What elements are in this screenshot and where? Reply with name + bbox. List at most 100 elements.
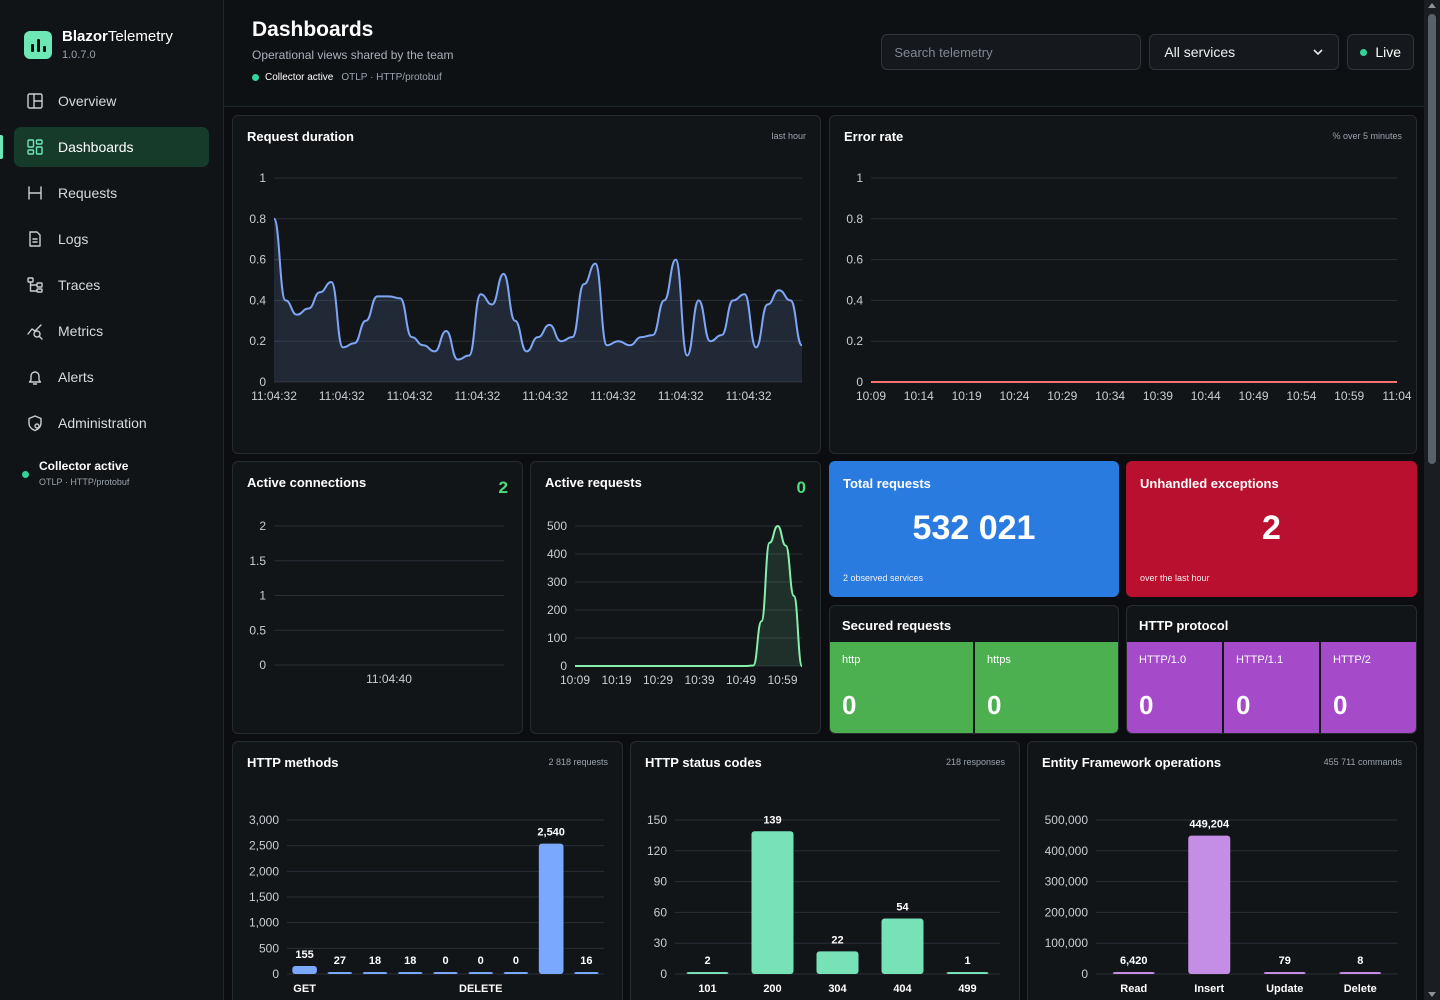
request-duration-card: Request duration last hour 0 0.2 0.4 0.6 0.8… <box>232 115 821 454</box>
card-title: Request duration <box>247 129 354 144</box>
brand-name: BlazorTelemetry <box>62 28 173 45</box>
chevron-down-icon <box>1313 49 1323 56</box>
kpi-subtitle: 2 observed services <box>843 573 924 583</box>
sidebar-item-requests[interactable]: Requests <box>14 173 209 213</box>
bar-value-label: 155 <box>295 949 313 961</box>
card-title: Entity Framework operations <box>1042 755 1222 770</box>
bar-value-label: 16 <box>580 955 592 967</box>
bar <box>538 843 564 974</box>
sidebar-nav: Overview Dashboards Requests Logs Traces Metr… <box>0 81 209 443</box>
x-tick-label: 10:39 <box>684 673 714 687</box>
collector-protocol: OTLP · HTTP/protobuf <box>341 72 442 83</box>
http-protocol-cells: HTTP/1.0 0 HTTP/1.1 0 HTTP/2 0 <box>1127 642 1416 733</box>
bar-value-label: 54 <box>896 902 909 914</box>
metrics-icon <box>26 322 44 340</box>
x-tick-label: 11:04:32 <box>319 389 365 403</box>
collector-status-line: Collector active OTLP · HTTP/protobuf <box>252 72 453 83</box>
bar <box>468 972 494 974</box>
x-tick-label: 10:09 <box>560 673 590 687</box>
scroll-up-icon[interactable] <box>1428 3 1436 8</box>
bar <box>574 972 599 974</box>
x-category-label: GET <box>293 983 316 995</box>
active-requests-chart: 0 100 200 300 400 500 10:09 10:19 10:29 10:39 10:4… <box>547 519 803 687</box>
x-tick-label: 10:29 <box>1047 389 1077 403</box>
total-requests-card: Total requests 532 021 2 observed servic… <box>829 461 1119 597</box>
y-tick-label: 500 <box>259 941 279 955</box>
card-meta: 2 818 requests <box>548 757 608 767</box>
cell-value: 0 <box>842 690 857 720</box>
sidebar-item-overview[interactable]: Overview <box>14 81 209 121</box>
x-tick-label: 11:04:32 <box>251 389 297 403</box>
page-subtitle: Operational views shared by the team <box>252 48 454 62</box>
kpi-subtitle: over the last hour <box>1140 573 1210 583</box>
x-category-label: 499 <box>958 983 976 995</box>
bar <box>362 972 388 974</box>
y-tick-label: 400,000 <box>1045 844 1089 858</box>
collector-status-detail: OTLP · HTTP/protobuf <box>39 477 130 487</box>
bar-value-label: 2 <box>704 955 710 967</box>
bar-value-label: 6,420 <box>1120 955 1148 967</box>
bar <box>751 831 794 974</box>
bar-value-label: 0 <box>442 955 448 967</box>
bar-value-label: 8 <box>1357 955 1363 967</box>
service-select[interactable]: All services <box>1149 34 1340 70</box>
x-tick-label: 10:39 <box>1143 389 1173 403</box>
sidebar-item-dashboards[interactable]: Dashboards <box>0 127 209 167</box>
x-tick-label: 10:59 <box>767 673 797 687</box>
sidebar-item-alerts[interactable]: Alerts <box>14 357 209 397</box>
y-tick-label: 100,000 <box>1045 936 1089 950</box>
sidebar-item-traces[interactable]: Traces <box>14 265 209 305</box>
active-connections-value: 2 <box>498 478 508 497</box>
live-label: Live <box>1375 44 1401 60</box>
y-tick-label: 0.6 <box>249 253 266 267</box>
unhandled-exceptions-card: Unhandled exceptions 2 over the last hou… <box>1126 461 1417 597</box>
series-line <box>273 217 803 361</box>
requests-icon <box>26 184 44 202</box>
live-button[interactable]: Live <box>1347 34 1414 70</box>
x-category-label: Delete <box>1344 983 1377 995</box>
vertical-scrollbar[interactable] <box>1424 0 1440 1000</box>
card-title: Active connections <box>247 475 367 490</box>
search-input[interactable] <box>881 34 1142 70</box>
y-tick-label: 1,000 <box>249 916 279 930</box>
active-requests-card: Active requests 0 0 100 200 300 400 500 10:09 1… <box>530 461 821 734</box>
sidebar-item-logs[interactable]: Logs <box>14 219 209 259</box>
sidebar: BlazorTelemetry 1.0.7.0 Overview Dashboar… <box>0 0 224 1000</box>
bar-value-label: 0 <box>478 955 484 967</box>
y-tick-label: 0.2 <box>249 334 266 348</box>
y-tick-label: 0.8 <box>249 212 266 226</box>
x-category-label: 101 <box>698 983 716 995</box>
scrollbar-thumb[interactable] <box>1428 14 1436 464</box>
bar <box>292 966 317 974</box>
bar <box>686 971 729 974</box>
x-category-label: Read <box>1120 983 1147 995</box>
http-protocol-card: HTTP protocol HTTP/1.0 0 HTTP/1.1 0 HTTP… <box>1126 605 1417 734</box>
x-tick-label: 11:04:40 <box>366 672 412 686</box>
sidebar-item-administration[interactable]: Administration <box>14 403 209 443</box>
active-connections-chart: 0 0.5 1 1.5 2 11:04:40 <box>249 519 504 686</box>
sidebar-item-label: Administration <box>58 415 147 431</box>
y-tick-label: 0 <box>660 967 667 981</box>
y-tick-label: 60 <box>654 905 668 919</box>
layout-icon <box>26 92 44 110</box>
cell-value: 0 <box>1236 690 1251 720</box>
y-tick-label: 150 <box>647 813 667 827</box>
y-tick-label: 2,000 <box>249 864 279 878</box>
sidebar-item-metrics[interactable]: Metrics <box>14 311 209 351</box>
y-tick-label: 0.8 <box>846 212 863 226</box>
bar-value-label: 18 <box>404 955 416 967</box>
brand[interactable]: BlazorTelemetry 1.0.7.0 <box>14 20 209 81</box>
active-requests-value: 0 <box>796 478 806 497</box>
x-tick-label: 10:29 <box>643 673 673 687</box>
bar-value-label: 449,204 <box>1189 819 1230 831</box>
ef-operations-card: Entity Framework operations 455 711 comm… <box>1027 741 1417 1000</box>
y-tick-label: 30 <box>654 936 668 950</box>
scroll-down-icon[interactable] <box>1428 992 1436 997</box>
protocol-cell-http11: HTTP/1.1 0 <box>1224 642 1319 733</box>
x-tick-label: 11:04 <box>1382 389 1411 403</box>
y-tick-label: 90 <box>654 875 668 889</box>
series-area <box>274 218 802 382</box>
status-dot-icon <box>252 74 259 81</box>
x-category-label: 304 <box>828 983 847 995</box>
